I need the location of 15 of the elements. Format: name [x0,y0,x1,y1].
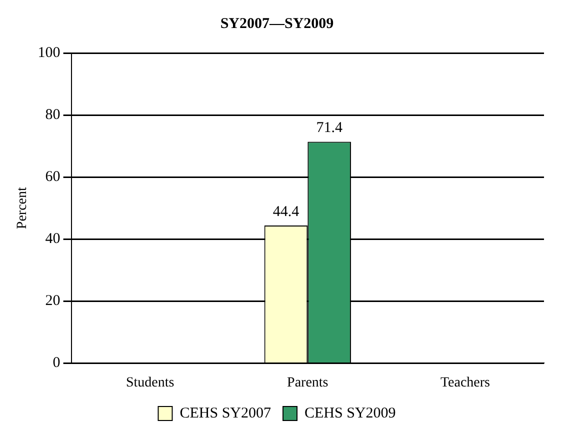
legend-label: CEHS SY2009 [304,405,396,422]
x-tick-label: Teachers [440,375,490,390]
y-tick-label: 100 [38,44,60,61]
y-tick-label: 20 [45,293,60,310]
chart-title: SY2007—SY2009 [220,16,334,32]
x-tick-label: Parents [287,375,328,390]
legend-label: CEHS SY2007 [180,405,272,422]
data-label: 71.4 [316,120,343,136]
y-tick-label: 80 [45,106,60,123]
y-tick-label: 0 [52,355,60,372]
y-axis-title: Percent [15,187,30,230]
y-tick-label: 40 [45,231,60,248]
y-tick-label: 60 [45,169,60,186]
data-label: 44.4 [272,204,300,220]
x-tick-label: Students [126,375,174,390]
